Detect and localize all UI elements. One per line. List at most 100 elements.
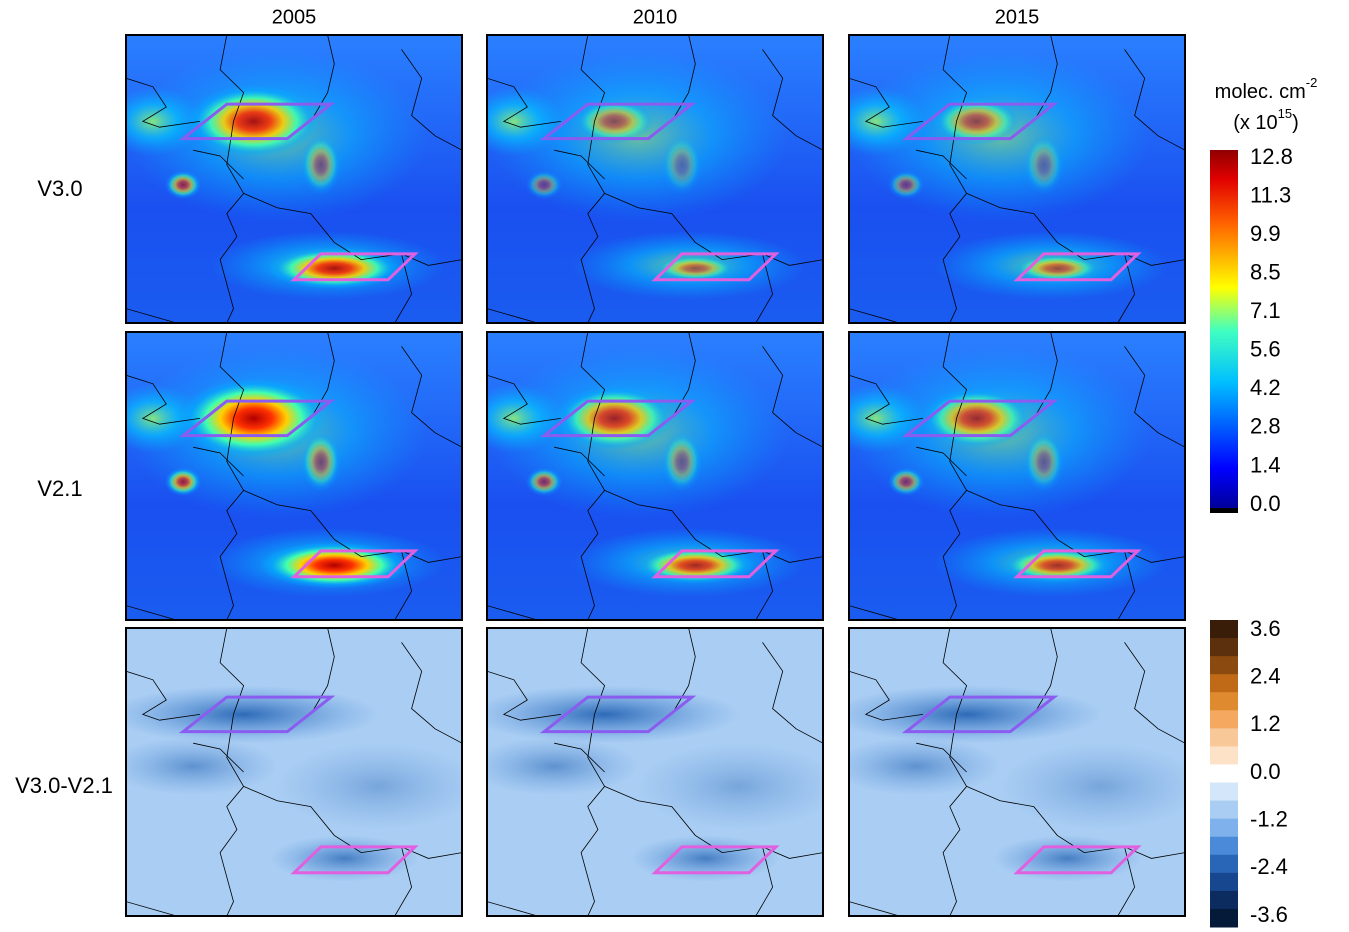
border-line [580, 332, 606, 620]
border-line [755, 550, 774, 620]
colorbar-bin [1210, 728, 1238, 747]
column-title: 2005 [272, 6, 317, 28]
difference [277, 743, 462, 830]
border-line [1124, 346, 1185, 448]
colorbar-bin [1210, 782, 1238, 802]
hotspot [526, 467, 563, 496]
panel-frame [848, 34, 1186, 324]
border-line [554, 149, 605, 180]
map-panel [125, 34, 463, 324]
scale-close: ) [1292, 112, 1299, 134]
border-line [755, 846, 774, 916]
region-box [651, 549, 780, 579]
border-line [762, 346, 823, 448]
row-label: V3.0 [37, 176, 82, 201]
region-box [1013, 252, 1142, 282]
unit-exp: -2 [1306, 75, 1318, 90]
border-line [401, 346, 462, 448]
hotspot [555, 386, 674, 451]
border-line [580, 628, 606, 916]
border-line [671, 628, 696, 715]
panel-frame [125, 34, 463, 324]
panel-frame [848, 627, 1186, 917]
hotspot [574, 99, 656, 144]
colorbar-bin [1210, 674, 1238, 693]
border-line [401, 49, 462, 151]
hotspot [165, 467, 202, 496]
border-line [1117, 550, 1136, 620]
panel-frame [848, 331, 1186, 621]
panel-frame [125, 331, 463, 621]
border-line [966, 786, 1185, 859]
panel-frame [486, 627, 824, 917]
hotspot [1023, 431, 1064, 492]
difference [126, 737, 278, 796]
border-line [243, 786, 462, 859]
panel-frame [125, 627, 463, 917]
border-line [401, 642, 462, 744]
border-line [394, 550, 413, 620]
row-label: V2.1 [37, 476, 82, 501]
border-line [942, 332, 968, 620]
hotspot [921, 388, 1033, 449]
border-line [604, 193, 823, 266]
colorbar-tick-label: -2.4 [1250, 854, 1288, 879]
border-line [126, 901, 177, 916]
colorbar-tick-label: 2.4 [1250, 663, 1281, 688]
map-panel [486, 34, 824, 324]
map-content [487, 35, 823, 323]
border-line [126, 605, 177, 620]
border-line [394, 253, 413, 323]
border-line [916, 446, 967, 477]
map-content [487, 628, 823, 916]
border-line [942, 628, 968, 916]
map-content [126, 35, 462, 323]
colorbar-tick-label: -3.6 [1250, 902, 1288, 927]
colorbar-bin [1210, 656, 1238, 675]
colorbar-bin [1210, 764, 1238, 784]
hotspot [300, 431, 341, 492]
border-line [487, 901, 538, 916]
colorbar-floor [1210, 508, 1238, 513]
border-line [554, 446, 605, 477]
map-content [487, 332, 823, 620]
border-line [1033, 35, 1058, 122]
panel-frame [486, 331, 824, 621]
region-box [178, 695, 336, 734]
hotspot [179, 378, 328, 459]
border-line [1124, 642, 1185, 744]
colorbar-bin [1210, 710, 1238, 729]
difference [638, 743, 823, 830]
colorbar-bin [1210, 746, 1238, 765]
map-content [126, 332, 462, 620]
border-line [849, 308, 900, 323]
colorbar-bin [1210, 854, 1238, 874]
border-line [126, 670, 200, 721]
hotspot [165, 170, 202, 199]
hotspot [888, 170, 925, 199]
region-box [901, 695, 1059, 734]
map-panel [848, 34, 1186, 324]
diffuse [487, 86, 565, 156]
colorbar-tick-label: 1.4 [1250, 452, 1281, 477]
colorbar-bin [1210, 818, 1238, 838]
colorbar-bin [1210, 638, 1238, 657]
colorbar-tick-label: 1.2 [1250, 711, 1281, 736]
map-panel [848, 627, 1186, 917]
scale-exp: 15 [1278, 106, 1292, 121]
colorbar-tick-label: -1.2 [1250, 806, 1288, 831]
region-box [290, 549, 419, 579]
colorbar-bin [1210, 890, 1238, 910]
hotspot [260, 542, 409, 589]
border-line [762, 49, 823, 151]
border-line [849, 901, 900, 916]
unit: molec. cm [1215, 81, 1306, 103]
border-line [755, 253, 774, 323]
border-line [1117, 253, 1136, 323]
panel-frame [486, 34, 824, 324]
region-box [901, 399, 1059, 438]
map-panel [486, 331, 824, 621]
border-line [1117, 846, 1136, 916]
colorbar-tick-label: 11.3 [1250, 182, 1291, 207]
